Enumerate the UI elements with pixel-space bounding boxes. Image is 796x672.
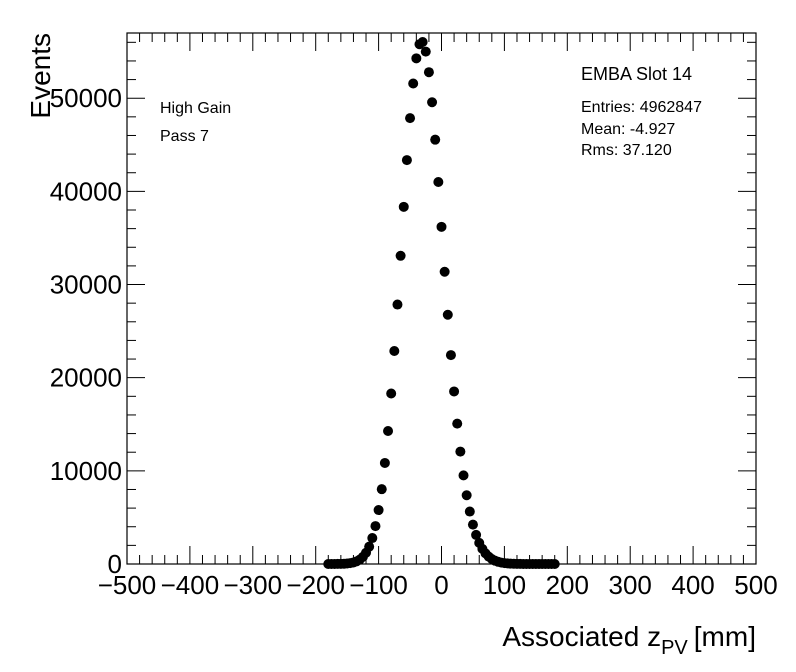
x-tick-label: 200: [546, 570, 589, 600]
data-point: [408, 78, 419, 89]
y-axis-label: Events: [25, 33, 56, 119]
y-tick-label: 0: [108, 549, 122, 579]
data-point: [464, 506, 475, 517]
data-point: [433, 177, 444, 188]
x-tick-label: 0: [434, 570, 448, 600]
data-point: [461, 490, 472, 501]
x-tick-label: −200: [286, 570, 345, 600]
x-tick-labels: −500 −400 −300 −200 −100 0 100 200 300 400 500: [98, 570, 778, 600]
data-point: [420, 46, 431, 57]
pass-annotation: Pass 7: [160, 128, 209, 145]
y-tick-label: 10000: [50, 456, 122, 486]
data-point: [405, 113, 416, 124]
x-tick-label: −100: [349, 570, 408, 600]
x-axis-label-main: Associated z: [502, 621, 661, 652]
data-point: [389, 345, 400, 356]
y-tick-label: 20000: [50, 363, 122, 393]
x-tick-label: 400: [671, 570, 714, 600]
mean-stat: Mean: -4.927: [581, 121, 675, 138]
data-point: [386, 388, 397, 399]
x-tick-label: 300: [609, 570, 652, 600]
data-point: [427, 97, 438, 108]
module-annotation: EMBA Slot 14: [581, 64, 692, 84]
x-tick-label: −500: [98, 570, 157, 600]
data-point: [392, 299, 403, 310]
data-point: [430, 134, 441, 145]
data-point: [423, 67, 434, 78]
data-point: [398, 201, 409, 212]
data-point: [401, 155, 412, 166]
data-point: [411, 53, 422, 64]
data-point: [373, 505, 384, 516]
data-point: [376, 484, 387, 495]
x-tick-label: 100: [483, 570, 526, 600]
data-point: [467, 519, 478, 530]
data-point: [436, 221, 447, 232]
data-point: [455, 446, 466, 457]
entries-stat: Entries: 4962847: [581, 99, 702, 116]
data-point: [452, 418, 463, 429]
data-point: [379, 457, 390, 468]
y-tick-label: 30000: [50, 270, 122, 300]
x-tick-label: −300: [224, 570, 283, 600]
rms-stat: Rms: 37.120: [581, 142, 672, 159]
y-tick-label: 50000: [50, 83, 122, 113]
data-point: [417, 37, 428, 48]
data-point: [439, 266, 450, 277]
data-point: [449, 386, 460, 397]
axis-ticks: [126, 33, 757, 565]
y-tick-labels: 0 10000 20000 30000 40000 50000: [50, 83, 122, 579]
data-point: [549, 559, 560, 569]
data-point: [445, 350, 456, 361]
data-point: [395, 250, 406, 261]
x-axis-label: Associated zPV [mm]: [502, 621, 756, 659]
data-point: [367, 533, 378, 544]
data-point: [364, 541, 375, 552]
x-tick-label: 500: [734, 570, 777, 600]
data-point: [442, 309, 453, 320]
data-points: [323, 37, 560, 569]
x-tick-label: −400: [161, 570, 220, 600]
data-point: [370, 521, 381, 532]
data-point: [383, 426, 394, 437]
x-axis-label-unit: [mm]: [694, 621, 756, 652]
data-point: [458, 470, 469, 481]
x-axis-label-subscript: PV: [661, 637, 688, 659]
y-tick-label: 40000: [50, 176, 122, 206]
data-point: [471, 529, 482, 540]
gain-annotation: High Gain: [160, 100, 231, 117]
